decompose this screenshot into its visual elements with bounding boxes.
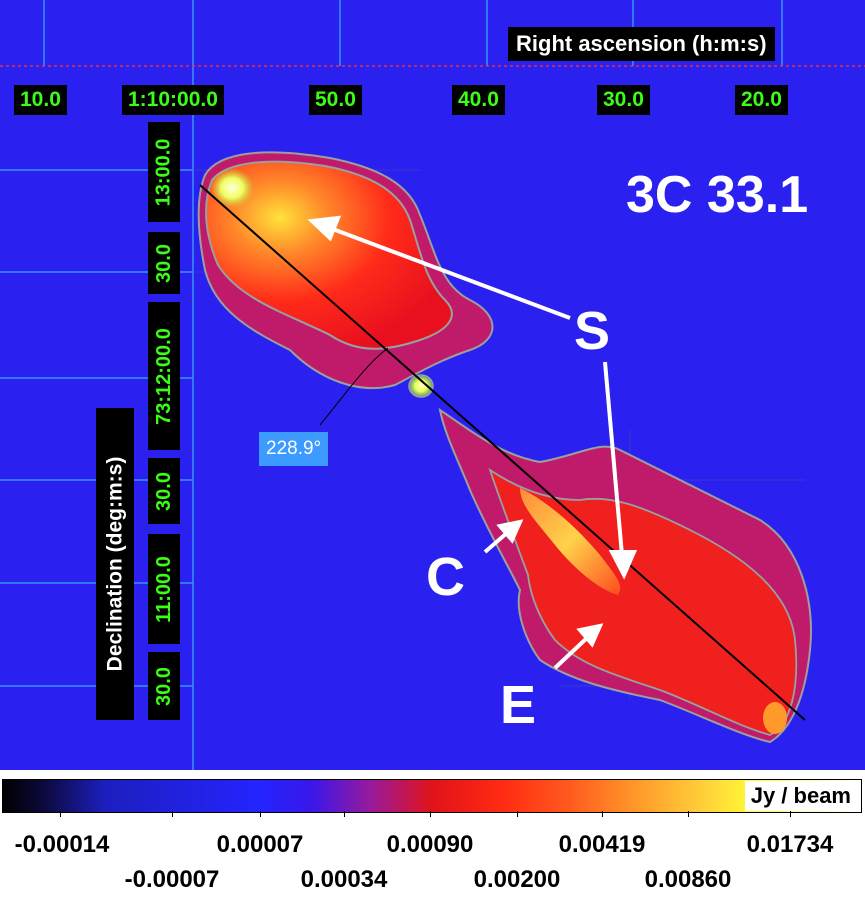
colorbar-unit: Jy / beam [744,781,857,811]
colorbar-label: 0.00034 [300,866,388,893]
colorbar-label: 0.00860 [644,866,732,893]
colorbar-label: 0.00200 [473,866,561,893]
colorbar-tick [260,811,261,817]
angle-arc [319,347,389,426]
colorbar-label: 0.00090 [386,831,474,858]
dec-tick-label: 30.0 [148,458,180,524]
colorbar-label: 0.00007 [216,831,304,858]
colorbar-tick [688,811,689,817]
colorbar-tick [602,811,603,817]
ra-tick-label: 40.0 [452,85,505,115]
angle-label: 228.9° [259,432,329,466]
axis-line [199,184,806,721]
dec-axis-title: Declination (deg:m:s) [96,408,134,720]
ra-tick-label: 1:10:00.0 [122,85,224,115]
ra-tick-label: 50.0 [309,85,362,115]
colorbar-tick [430,811,431,817]
colorbar-label: 0.00419 [558,831,646,858]
dec-tick-label: 30.0 [148,232,180,294]
source-title: 3C 33.1 [626,166,809,224]
colorbar-label: -0.00014 [14,831,110,858]
ra-axis-title: Right ascension (h:m:s) [508,27,775,61]
core [408,374,434,398]
colorbar-tick [344,811,345,817]
colorbar-tick [172,811,173,817]
feature-label-c: C [426,547,465,607]
colorbar-label: -0.00007 [124,866,220,893]
north-lobe [197,151,494,389]
ra-tick-label: 20.0 [735,85,788,115]
dec-tick-label: 13:00.0 [148,122,180,222]
dec-tick-label: 73:12:00.0 [148,302,180,450]
annotation-arrows [307,215,638,670]
colorbar-label: 0.01734 [746,831,834,858]
dec-tick-label: 11:00.0 [148,534,180,644]
ra-tick-label: 10.0 [14,85,67,115]
colorbar: Jy / beam [2,779,862,813]
radio-map [0,0,865,770]
dec-tick-label: 30.0 [148,652,180,720]
feature-label-s: S [574,301,611,361]
feature-label-e: E [500,675,537,735]
colorbar-tick [517,811,518,817]
ra-tick-label: 30.0 [597,85,650,115]
colorbar-tick [60,811,61,817]
colorbar-tick [790,811,791,817]
